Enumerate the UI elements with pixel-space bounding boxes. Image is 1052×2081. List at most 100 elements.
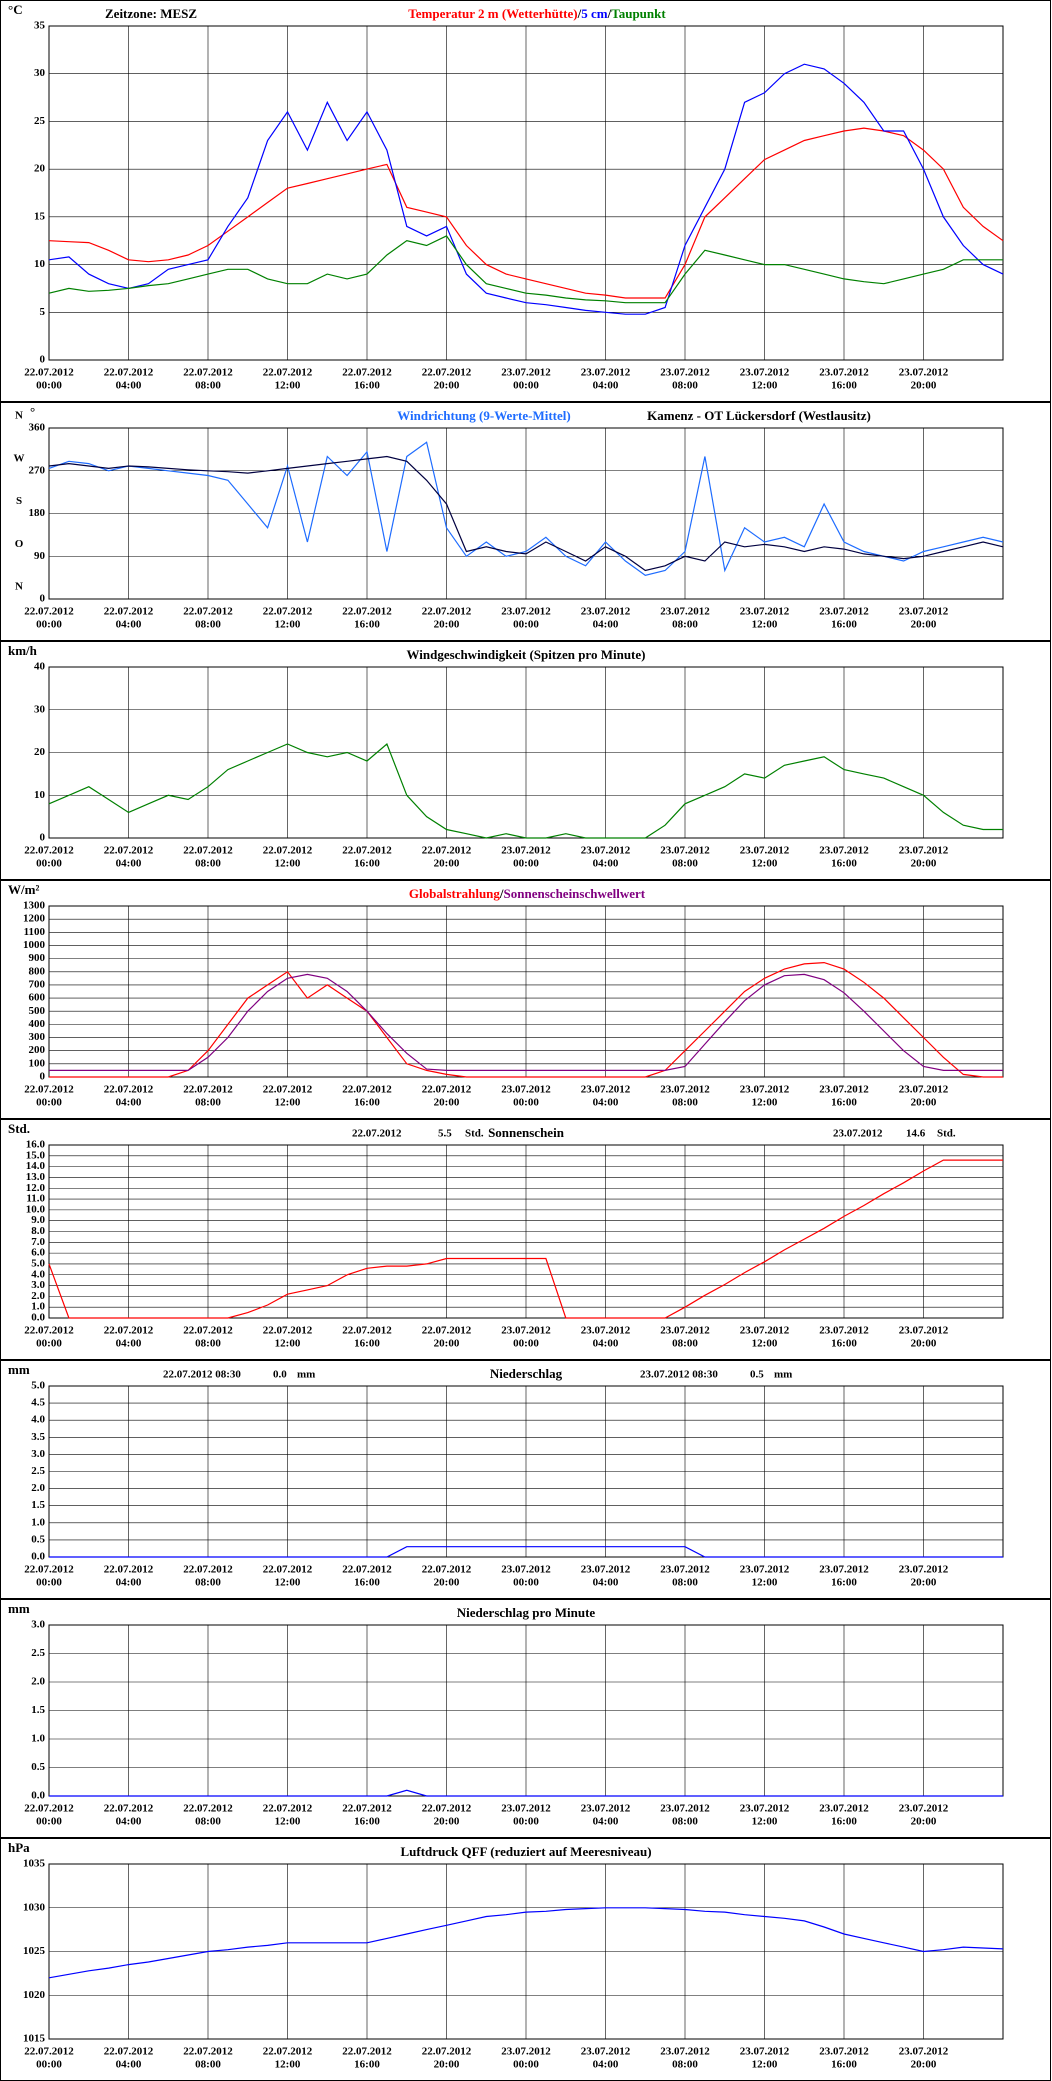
series-line — [48, 1907, 1004, 1979]
x-tick-label: 12:00 — [752, 380, 778, 392]
x-tick-label: 12:00 — [752, 1097, 778, 1109]
x-tick-date: 22.07.2012 — [104, 1084, 154, 1096]
x-tick-label: 20:00 — [911, 2059, 937, 2071]
y-tick-label: 500 — [29, 1005, 46, 1017]
legend-separator: / — [499, 886, 504, 901]
y-tick-label: 1000 — [23, 939, 46, 951]
y-tick-label: 12.0 — [26, 1182, 46, 1194]
y-tick-label: 5.0 — [31, 1257, 45, 1269]
x-tick-date: 23.07.2012 — [660, 2046, 710, 2058]
x-tick-date: 22.07.2012 — [422, 1084, 472, 1096]
y-tick-label: 40 — [34, 661, 46, 673]
legend: Windrichtung (9-Werte-Mittel) — [397, 408, 570, 423]
x-tick-label: 00:00 — [36, 858, 62, 870]
x-tick-label: 20:00 — [434, 858, 460, 870]
x-tick-date: 22.07.2012 — [422, 2046, 472, 2058]
x-tick-date: 23.07.2012 — [819, 1803, 869, 1815]
x-tick-date: 22.07.2012 — [183, 1084, 233, 1096]
legend-entry: Sonnenscheinschwellwert — [504, 886, 646, 901]
x-tick-label: 20:00 — [911, 1577, 937, 1589]
x-tick-label: 16:00 — [354, 1577, 380, 1589]
y-tick-label: 20 — [34, 746, 46, 758]
x-tick-label: 00:00 — [513, 1338, 539, 1350]
x-tick-label: 00:00 — [513, 1816, 539, 1828]
x-tick-label: 20:00 — [434, 1816, 460, 1828]
y-tick-label: 1.0 — [31, 1301, 45, 1313]
annotation: 23.07.2012 — [833, 1128, 883, 1140]
x-tick-label: 20:00 — [911, 380, 937, 392]
x-tick-date: 23.07.2012 — [899, 1325, 949, 1337]
y-tick-label: 7.0 — [31, 1236, 45, 1248]
x-tick-date: 22.07.2012 — [422, 1325, 472, 1337]
x-tick-label: 00:00 — [36, 619, 62, 631]
x-tick-label: 16:00 — [831, 1577, 857, 1589]
direction-label: S — [16, 495, 22, 507]
y-tick-label: 4.5 — [31, 1397, 45, 1409]
x-tick-date: 22.07.2012 — [104, 1564, 154, 1576]
y-tick-label: 2.5 — [31, 1647, 45, 1659]
x-tick-label: 08:00 — [195, 858, 221, 870]
x-tick-label: 08:00 — [672, 2059, 698, 2071]
x-tick-date: 23.07.2012 — [819, 1564, 869, 1576]
x-tick-date: 23.07.2012 — [740, 1803, 790, 1815]
x-tick-date: 22.07.2012 — [422, 367, 472, 379]
x-tick-label: 12:00 — [752, 619, 778, 631]
y-tick-label: 4.0 — [31, 1268, 45, 1280]
y-tick-label: 1200 — [23, 913, 46, 925]
x-tick-date: 23.07.2012 — [581, 1325, 631, 1337]
legend-entry: Globalstrahlung — [409, 886, 501, 901]
y-tick-label: 1300 — [23, 900, 46, 912]
y-tick-label: 1.5 — [31, 1499, 45, 1511]
x-tick-label: 04:00 — [593, 1097, 619, 1109]
x-tick-date: 23.07.2012 — [501, 1803, 551, 1815]
y-tick-label: 3.0 — [31, 1448, 45, 1460]
x-tick-label: 00:00 — [513, 858, 539, 870]
x-tick-date: 22.07.2012 — [183, 606, 233, 618]
y-tick-label: 600 — [29, 992, 46, 1004]
x-tick-date: 23.07.2012 — [899, 2046, 949, 2058]
x-tick-date: 23.07.2012 — [581, 2046, 631, 2058]
x-tick-date: 22.07.2012 — [342, 845, 392, 857]
y-tick-label: 360 — [29, 422, 46, 434]
annotation: 23.07.2012 08:30 — [640, 1369, 718, 1381]
x-tick-label: 04:00 — [116, 380, 142, 392]
chart-title: Kamenz - OT Lückersdorf (Westlausitz) — [647, 408, 871, 423]
x-tick-date: 22.07.2012 — [263, 1325, 313, 1337]
x-tick-date: 22.07.2012 — [342, 2046, 392, 2058]
series-line — [49, 973, 1003, 1071]
x-tick-date: 23.07.2012 — [660, 845, 710, 857]
y-tick-label: 25 — [34, 115, 46, 127]
x-tick-date: 22.07.2012 — [24, 606, 74, 618]
x-tick-date: 23.07.2012 — [819, 2046, 869, 2058]
y-tick-label: 900 — [29, 952, 46, 964]
x-tick-label: 16:00 — [354, 858, 380, 870]
x-tick-date: 23.07.2012 — [581, 1803, 631, 1815]
x-tick-label: 20:00 — [911, 1816, 937, 1828]
legend-separator: / — [607, 6, 612, 21]
x-tick-date: 23.07.2012 — [899, 845, 949, 857]
y-tick-label: 0 — [40, 593, 46, 605]
y-tick-label: 3.5 — [31, 1431, 45, 1443]
y-tick-label: 10 — [34, 789, 46, 801]
x-tick-label: 12:00 — [752, 2059, 778, 2071]
annotation: mm — [774, 1369, 792, 1381]
x-tick-label: 04:00 — [116, 858, 142, 870]
x-tick-date: 22.07.2012 — [183, 845, 233, 857]
x-tick-date: 23.07.2012 — [581, 367, 631, 379]
series-line — [49, 961, 1003, 1078]
x-tick-date: 22.07.2012 — [342, 1325, 392, 1337]
y-tick-label: 4.0 — [31, 1414, 45, 1426]
x-tick-label: 08:00 — [195, 619, 221, 631]
y-tick-label: 2.5 — [31, 1465, 45, 1477]
x-tick-label: 00:00 — [36, 380, 62, 392]
y-tick-label: 0.0 — [31, 1790, 45, 1802]
x-tick-date: 22.07.2012 — [104, 1803, 154, 1815]
x-tick-label: 12:00 — [275, 2059, 301, 2071]
x-tick-label: 16:00 — [354, 2059, 380, 2071]
x-tick-date: 22.07.2012 — [24, 1084, 74, 1096]
x-tick-date: 22.07.2012 — [24, 1564, 74, 1576]
x-tick-date: 23.07.2012 — [501, 367, 551, 379]
y-tick-label: 90 — [34, 550, 46, 562]
y-tick-label: 270 — [29, 464, 46, 476]
x-tick-label: 04:00 — [116, 619, 142, 631]
